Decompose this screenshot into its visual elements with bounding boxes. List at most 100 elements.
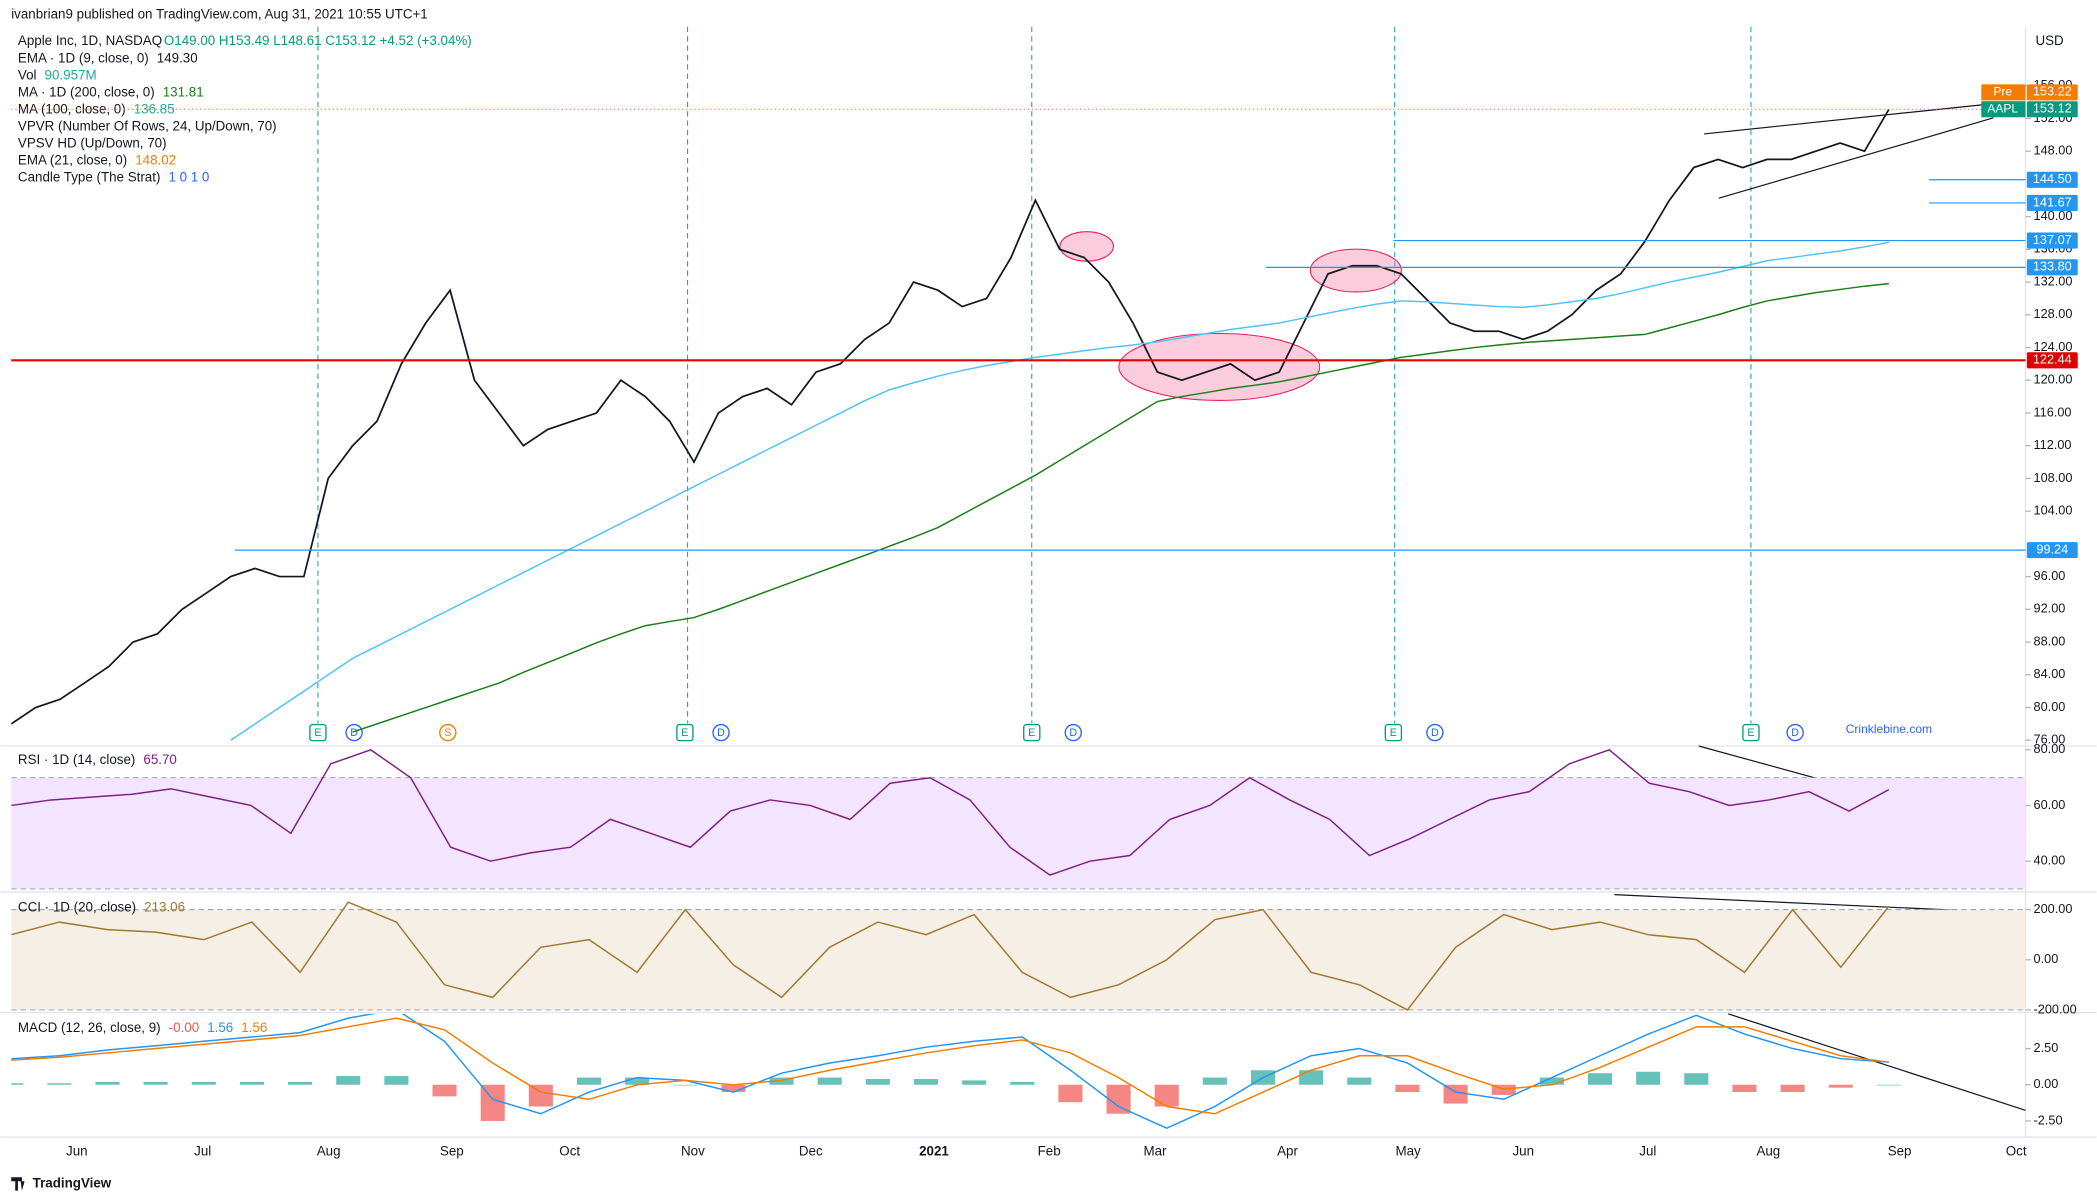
y-tick-label: 128.00 [2034, 306, 2073, 321]
x-tick-label: Dec [799, 1143, 823, 1158]
histogram-bar [817, 1077, 842, 1085]
legend-value: 131.81 [163, 84, 204, 99]
event-marker-label: E [314, 727, 321, 739]
legend-label: EMA · 1D (9, close, 0) [18, 50, 149, 65]
series-line [230, 241, 1890, 741]
event-marker [1064, 723, 1082, 742]
price-tag [2026, 101, 2078, 118]
pane-value: -0.00 [169, 1020, 200, 1035]
histogram-bar [1636, 1071, 1661, 1085]
event-marker-label: D [1431, 727, 1439, 739]
event-marker [1786, 723, 1804, 742]
histogram-bar [1828, 1084, 1853, 1088]
legend-label: VPSV HD (Up/Down, 70) [18, 136, 167, 151]
trend-line [1718, 117, 1994, 199]
y-tick-label: 124.00 [2034, 339, 2073, 354]
pane [11, 1013, 1901, 1130]
histogram-bar [1202, 1077, 1227, 1085]
pane-title: MACD (12, 26, close, 9) [18, 1020, 161, 1035]
event-marker [309, 723, 327, 742]
x-tick-label: Jun [1512, 1143, 1534, 1158]
legend-label: MA · 1D (200, close, 0) [18, 84, 155, 99]
histogram-bar [1299, 1070, 1324, 1085]
price-tag-label: 153.12 [2033, 101, 2072, 116]
event-marker-label: D [1069, 727, 1077, 739]
y-tick-label: 76.00 [2034, 732, 2066, 747]
pane-title: RSI · 1D (14, close) [18, 752, 135, 767]
event-marker-label: E [1747, 727, 1754, 739]
legend-value: 1 0 1 0 [168, 170, 209, 185]
histogram-bar [239, 1081, 264, 1085]
pane [11, 901, 2026, 1011]
histogram-bar [1154, 1084, 1179, 1107]
x-tick-label: May [1395, 1143, 1421, 1158]
histogram-bar [1876, 1084, 1901, 1086]
price-tag-label: 99.24 [2036, 541, 2068, 556]
band [11, 909, 2026, 1010]
footer-logo: TradingView [33, 1175, 112, 1190]
price-tag-name-text: Pre [1993, 85, 2012, 99]
histogram-bar [913, 1078, 939, 1085]
y-tick-label: -2.50 [2034, 1112, 2063, 1127]
y-tick-label: 40.00 [2034, 852, 2066, 867]
histogram-bar [1443, 1084, 1468, 1104]
histogram-bar [673, 1084, 698, 1086]
histogram-bar [95, 1081, 120, 1085]
legend-value: 148.02 [135, 153, 176, 168]
histogram-bar [1780, 1084, 1805, 1093]
event-marker-label: E [681, 727, 688, 739]
legend-value: 136.85 [134, 101, 175, 116]
x-tick-label: Sep [1888, 1143, 1912, 1158]
symbol: Apple Inc, 1D, NASDAQ [18, 33, 162, 48]
currency: USD [2035, 33, 2064, 48]
y-tick-label: 0.00 [2034, 951, 2059, 966]
series-line [11, 1017, 1889, 1115]
price-tag-name-text: AAPL [1987, 101, 2018, 115]
histogram-bar [191, 1081, 216, 1085]
histogram-bar [384, 1076, 409, 1085]
histogram-bar [962, 1080, 987, 1085]
event-marker [1384, 723, 1403, 742]
y-tick-label: 80.00 [2034, 741, 2066, 756]
histogram-bar [336, 1076, 361, 1085]
price-tag-label: 137.07 [2033, 232, 2072, 247]
event-marker [1426, 723, 1444, 742]
pane [11, 749, 2026, 890]
histogram-bar [1106, 1084, 1131, 1114]
legend-label: Vol [18, 67, 37, 82]
price-tag-label: 141.67 [2033, 194, 2072, 209]
event-marker [1742, 723, 1760, 742]
histogram-bar [1347, 1077, 1372, 1085]
series-line [11, 108, 1890, 725]
x-tick-label: Jul [1639, 1143, 1656, 1158]
y-tick-label: 148.00 [2034, 143, 2073, 158]
histogram-bar [576, 1077, 602, 1085]
y-tick-label: 200.00 [2034, 901, 2073, 916]
tv-logo [11, 1177, 25, 1191]
y-tick-label: 108.00 [2034, 470, 2073, 485]
series-line [352, 282, 1889, 733]
y-tick-label: -200.00 [2034, 1001, 2077, 1016]
event-marker [345, 723, 363, 742]
event-marker-label: S [444, 727, 451, 739]
y-tick-label: 112.00 [2034, 437, 2072, 452]
event-marker-label: D [717, 727, 725, 739]
pane-value: 213.06 [144, 900, 185, 915]
price-tag-name [1981, 84, 2026, 101]
y-tick-label: 92.00 [2034, 601, 2066, 616]
price-tag [2026, 542, 2078, 559]
histogram-bar [288, 1081, 313, 1085]
event-marker-label: D [350, 727, 358, 739]
price-tag [2026, 84, 2078, 101]
histogram-bar [1395, 1084, 1420, 1093]
trend-line [1704, 103, 1986, 135]
ohlc: O149.00 H153.49 L148.61 C153.12 +4.52 (+… [164, 33, 472, 48]
x-tick-label: Aug [1756, 1143, 1780, 1158]
event-marker-label: D [1791, 727, 1799, 739]
pane-value: 1.56 [241, 1020, 267, 1035]
event-marker [712, 723, 730, 742]
x-tick-label: Apr [1277, 1143, 1298, 1158]
event-marker [439, 723, 457, 742]
